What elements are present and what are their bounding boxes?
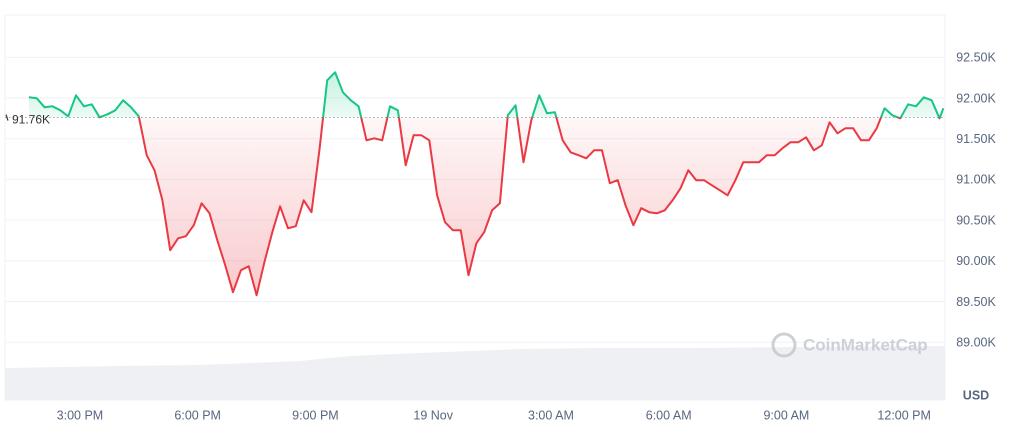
x-tick-label: 19 Nov (413, 408, 453, 422)
y-tick-label: 92.00K (956, 91, 996, 105)
watermark-logo (771, 332, 797, 358)
watermark-text: CoinMarketCap (803, 335, 928, 354)
y-tick-label: 90.00K (956, 254, 996, 268)
baseline-marker (5, 114, 9, 121)
x-tick-label: 12:00 PM (877, 408, 931, 422)
y-tick-label: 89.50K (956, 295, 996, 309)
price-line (28, 71, 945, 297)
y-tick-label: 91.50K (956, 132, 996, 146)
y-tick-label: 90.50K (956, 213, 996, 227)
y-tick-label: 89.00K (956, 336, 996, 350)
y-tick-label: 92.50K (956, 51, 996, 65)
y-axis-label: USD (963, 388, 989, 402)
plot (5, 71, 945, 297)
y-tick-label: 91.00K (956, 173, 996, 187)
x-tick-label: 9:00 AM (763, 408, 809, 422)
x-tick-label: 9:00 PM (292, 408, 339, 422)
baseline-label: 91.76K (12, 113, 50, 127)
x-tick-label: 3:00 PM (57, 408, 104, 422)
x-tick-label: 6:00 AM (646, 408, 692, 422)
x-tick-label: 6:00 PM (174, 408, 221, 422)
watermark: CoinMarketCap (771, 332, 928, 358)
volume-area (5, 346, 945, 400)
x-tick-label: 3:00 AM (528, 408, 574, 422)
area-fill (28, 72, 944, 296)
